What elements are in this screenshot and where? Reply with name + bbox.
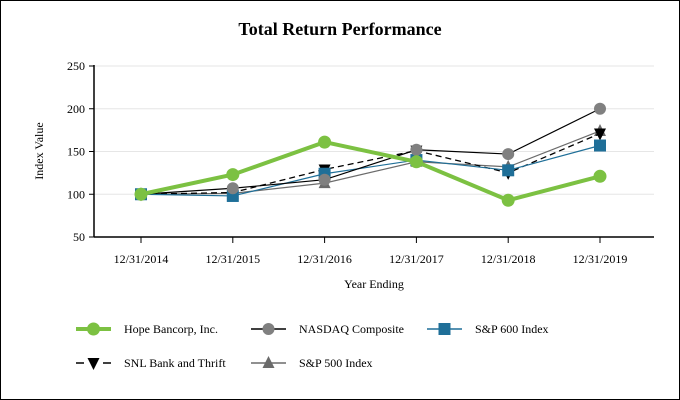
y-tick-label: 200	[67, 102, 85, 116]
y-tick-label: 50	[73, 230, 85, 244]
series-line	[140, 130, 601, 195]
legend-label: S&P 600 Index	[475, 322, 549, 336]
legend-label: SNL Bank and Thrift	[124, 356, 226, 370]
x-tick-label: 12/31/2016	[297, 252, 352, 266]
x-tick-label: 12/31/2018	[481, 252, 536, 266]
legend-item: NASDAQ Composite	[251, 322, 404, 336]
y-tick-label: 250	[67, 59, 85, 73]
legend-item: S&P 600 Index	[427, 322, 549, 336]
x-tick-label: 12/31/2015	[205, 252, 260, 266]
legend-item: Hope Bancorp, Inc.	[76, 322, 218, 336]
y-tick-label: 100	[67, 187, 85, 201]
legend-label: S&P 500 Index	[299, 356, 373, 370]
legend-marker	[262, 323, 275, 335]
series-line	[140, 144, 601, 197]
legend-label: NASDAQ Composite	[299, 322, 404, 336]
series-0	[134, 135, 607, 207]
data-point	[134, 187, 148, 201]
legend-item: SNL Bank and Thrift	[76, 356, 226, 370]
x-tick-label: 12/31/2014	[114, 252, 169, 266]
legend-marker	[262, 356, 275, 368]
series-line	[140, 140, 601, 203]
data-point	[594, 102, 606, 115]
legend-item: S&P 500 Index	[251, 356, 373, 370]
legend-marker	[87, 358, 100, 370]
legend-marker	[438, 323, 451, 335]
x-tick-label: 12/31/2017	[389, 252, 444, 266]
data-point	[594, 139, 606, 152]
chart-title: Total Return Performance	[238, 19, 441, 39]
legend-marker	[87, 322, 100, 336]
series-1	[135, 102, 606, 201]
data-point	[502, 164, 515, 177]
data-point	[501, 193, 515, 207]
data-point	[502, 148, 515, 161]
x-tick-label: 12/31/2019	[573, 252, 628, 266]
x-axis-label: Year Ending	[344, 277, 404, 291]
data-point	[318, 173, 331, 186]
data-point	[318, 135, 332, 149]
y-axis-label: Index Value	[32, 122, 46, 179]
data-point	[410, 143, 423, 156]
data-point	[226, 168, 240, 182]
data-point	[226, 182, 239, 195]
series-line	[140, 108, 601, 195]
legend-label: Hope Bancorp, Inc.	[124, 322, 218, 336]
data-point	[594, 128, 606, 141]
y-tick-label: 150	[67, 145, 85, 159]
data-point	[593, 169, 607, 183]
data-point	[409, 155, 423, 169]
